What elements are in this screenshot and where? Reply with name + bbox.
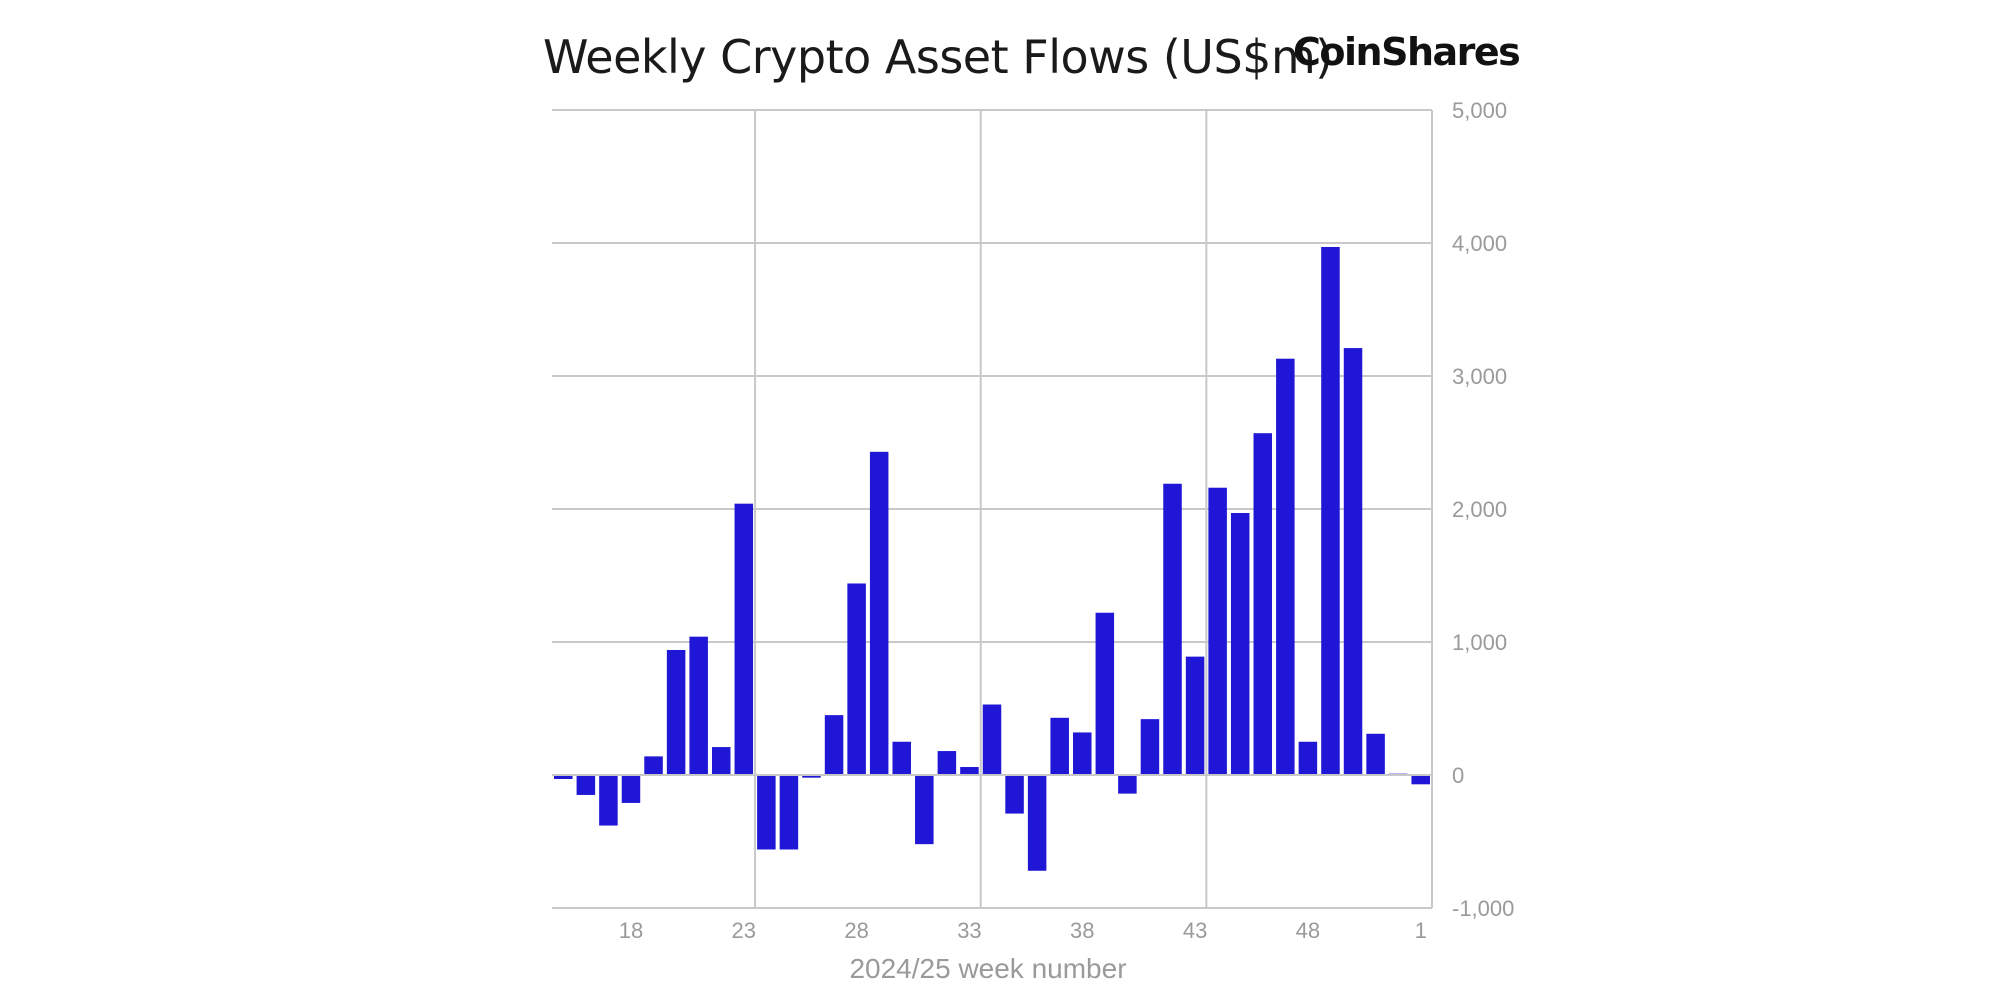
y-tick-label: 2,000 (1452, 497, 1507, 522)
axis-layer: 5,000 4,000 3,000 2,000 1,000 0 -1,000 18 23 28 33… (552, 98, 1514, 943)
bar-week-15 (554, 775, 573, 779)
grid-layer (552, 109, 1433, 909)
bar-week-20 (666, 649, 686, 775)
bar-week-34 (982, 704, 1002, 775)
bar-week-35 (1005, 775, 1024, 814)
bar-week-18 (621, 775, 641, 803)
y-tick-label: 0 (1452, 763, 1464, 788)
bar-week-37 (1050, 717, 1069, 775)
y-tick-label: -1,000 (1452, 896, 1514, 921)
chart-title: Weekly Crypto Asset Flows (US$m) (543, 30, 1333, 84)
bar-week-46 (1253, 433, 1273, 775)
bar-week-38 (1073, 732, 1092, 775)
bar-week-49 (1321, 246, 1340, 776)
bar-week-23 (734, 503, 754, 775)
bar-week-36 (1027, 775, 1047, 871)
bar-week-39 (1095, 612, 1115, 775)
bar-week-47 (1276, 358, 1295, 775)
bar-week-30 (892, 741, 911, 775)
bar-week-29 (869, 451, 889, 775)
x-tick-label: 1 (1415, 918, 1427, 943)
bar-week-17 (599, 775, 618, 826)
y-tick-label: 1,000 (1452, 630, 1507, 655)
bar-week-24 (757, 775, 776, 850)
bar-week-25 (779, 775, 799, 850)
x-tick-label: 43 (1183, 918, 1207, 943)
bar-week-21 (689, 636, 708, 775)
bar-week-48 (1298, 741, 1318, 775)
bar-week-51 (1366, 733, 1385, 775)
bar-week-31 (915, 775, 934, 845)
bars-layer (554, 246, 1430, 871)
bar-week-28 (847, 583, 866, 775)
y-tick-label: 5,000 (1452, 98, 1507, 123)
bar-week-33 (960, 767, 979, 775)
x-tick-label: 33 (957, 918, 981, 943)
coinshares-logo: CoinShares (1293, 30, 1521, 74)
bar-week-26 (802, 775, 821, 778)
y-tick-label: 4,000 (1452, 231, 1507, 256)
x-axis-title: 2024/25 week number (849, 953, 1126, 984)
bar-week-50 (1343, 348, 1363, 775)
bar-week-27 (824, 715, 844, 775)
bar-week-53 (1411, 775, 1430, 785)
bar-week-41 (1140, 719, 1160, 775)
x-tick-label: 38 (1070, 918, 1094, 943)
bar-week-45 (1230, 512, 1250, 775)
bar-week-16 (576, 775, 596, 795)
bar-week-32 (937, 751, 957, 775)
bar-week-44 (1208, 487, 1227, 775)
x-tick-label: 23 (732, 918, 756, 943)
y-tick-label: 3,000 (1452, 364, 1507, 389)
bar-week-40 (1118, 775, 1137, 794)
bar-week-43 (1185, 656, 1205, 775)
x-tick-label: 18 (619, 918, 643, 943)
bar-week-19 (644, 756, 663, 775)
bar-week-42 (1163, 483, 1182, 775)
x-tick-label: 28 (844, 918, 868, 943)
bar-week-22 (711, 747, 731, 775)
x-tick-label: 48 (1296, 918, 1320, 943)
